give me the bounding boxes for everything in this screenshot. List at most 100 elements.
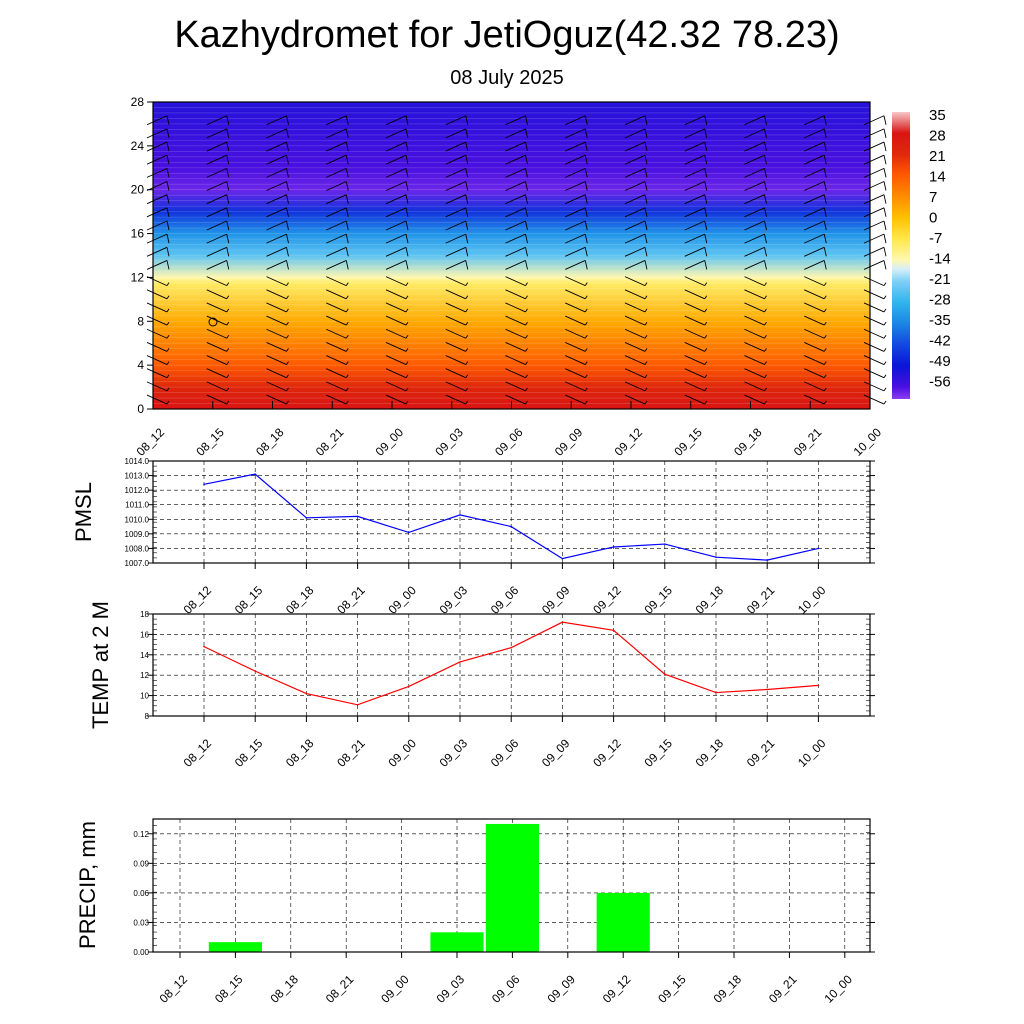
wind-barb [266, 315, 287, 326]
wind-barb [326, 355, 347, 365]
wind-barb-flag [405, 260, 409, 270]
wind-barb [266, 260, 287, 270]
wind-barb-flag [764, 295, 767, 300]
wind-barb [863, 289, 885, 300]
colorbar-label: -21 [929, 271, 951, 288]
wind-barb [624, 128, 646, 139]
wind-barb [146, 355, 168, 365]
wind-barb [863, 355, 885, 365]
wind-barb [804, 207, 825, 218]
wind-barb [206, 115, 227, 126]
wind-barb [326, 220, 347, 231]
wind-barb-flag [823, 308, 827, 313]
wind-barb [385, 355, 407, 365]
wind-barb-flag [584, 207, 588, 217]
wind-barb-flag [525, 181, 528, 191]
wind-barb-flag [644, 348, 648, 352]
wind-barb-flag [465, 220, 469, 231]
wind-barb-flag [525, 335, 528, 339]
y-tick-label: 0.12 [133, 830, 149, 839]
wind-barb [385, 207, 407, 218]
bar [485, 823, 539, 952]
wind-barb-flag [465, 374, 469, 378]
x-tick-label: 08_18 [267, 972, 301, 1006]
wind-barb-flag [226, 181, 230, 191]
wind-barb [565, 341, 586, 352]
wind-barb [326, 381, 347, 392]
wind-barb-flag [704, 387, 708, 392]
wind-barb-flag [883, 155, 887, 165]
wind-barb [385, 302, 407, 313]
wind-barb [385, 381, 407, 392]
x-tick-label: 08_12 [134, 425, 168, 459]
wind-barb-flag [226, 374, 230, 378]
wind-barb-flag [405, 361, 409, 365]
data-point [817, 684, 820, 687]
wind-barb-flag [823, 321, 827, 326]
wind-barb [266, 246, 287, 257]
wind-barb [146, 381, 168, 392]
wind-barb-flag [584, 115, 588, 125]
wind-barb [505, 167, 526, 178]
y-tick-label: 1010.0 [125, 515, 150, 524]
panel-frame [152, 818, 871, 953]
wind-barb [206, 302, 227, 313]
wind-barb [445, 141, 466, 152]
wind-barb [565, 207, 586, 218]
colorbar-label: -28 [929, 292, 951, 309]
y-tick-label: 4 [137, 358, 144, 372]
x-tick-label: 09_00 [385, 583, 419, 617]
wind-barb-flag [166, 247, 170, 257]
wind-barb-flag [166, 168, 170, 178]
wind-barb-flag [704, 220, 708, 231]
wind-barb [326, 394, 347, 405]
wind-barb-flag [166, 181, 170, 191]
wind-barb-flag [286, 295, 289, 300]
wind-barb [266, 233, 287, 244]
x-tick-label: 08_21 [323, 972, 357, 1006]
x-tick-label: 09_12 [612, 425, 646, 459]
wind-barb [385, 328, 407, 339]
wind-barb-flag [226, 234, 230, 244]
x-tick-label: 09_21 [744, 736, 778, 770]
wind-barb [146, 246, 168, 257]
wind-barb-flag [704, 361, 708, 365]
wind-barb [146, 302, 168, 313]
wind-barb-flag [166, 387, 170, 392]
wind-barb [445, 246, 466, 257]
wind-barb [445, 381, 466, 392]
wind-barb-flag [704, 295, 708, 300]
wind-barb-flag [345, 247, 349, 257]
wind-barb-flag [465, 295, 469, 300]
x-tick-label: 09_18 [711, 972, 745, 1006]
wind-barb [684, 260, 705, 270]
wind-barb [624, 167, 646, 178]
wind-barb [326, 328, 347, 339]
wind-barb [445, 302, 466, 313]
wind-barb-flag [644, 260, 648, 270]
wind-barb-flag [525, 374, 528, 378]
wind-barb-flag [226, 247, 230, 257]
wind-barb-flag [764, 234, 767, 244]
bar [596, 892, 650, 952]
wind-barb [146, 194, 168, 205]
wind-barb-flag [525, 260, 528, 270]
wind-barb [565, 194, 586, 205]
wind-barb-flag [704, 400, 708, 405]
wind-barb [146, 394, 168, 405]
pmsl-panel: 1014.0 1013.0 1012.0 1011.0 1010.0 1009.0 1008… [71, 457, 875, 617]
wind-barb [206, 141, 227, 152]
wind-barb-flag [465, 115, 469, 125]
wind-barb [744, 115, 765, 126]
y-tick-label: 28 [131, 95, 145, 109]
wind-barb-flag [764, 194, 767, 204]
wind-barb-flag [764, 141, 767, 152]
wind-barb [326, 341, 347, 352]
wind-barb [684, 394, 705, 405]
wind-barb-flag [166, 308, 170, 313]
wind-barb-flag [345, 220, 349, 231]
wind-barb-flag [465, 194, 469, 204]
wind-barb [326, 302, 347, 313]
wind-barb-flag [883, 335, 887, 339]
wind-barb [385, 181, 407, 191]
